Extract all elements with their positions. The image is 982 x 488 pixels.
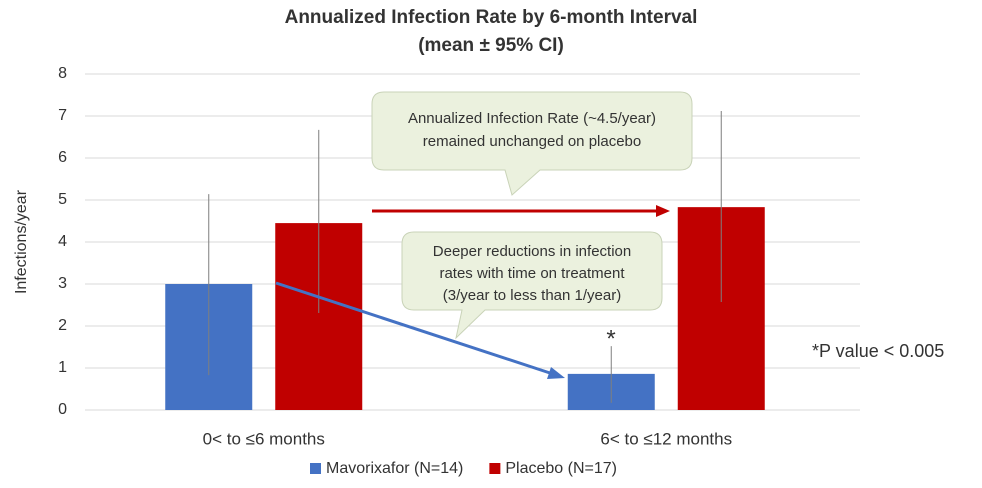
legend-label: Placebo (N=17): [505, 460, 617, 477]
callout: [371, 91, 693, 196]
y-tick-label: 4: [58, 233, 67, 250]
x-tick-label: 0< to ≤6 months: [203, 429, 325, 448]
y-axis-label: Infections/year: [13, 189, 30, 294]
callout: [401, 231, 663, 340]
arrowhead: [656, 205, 670, 217]
chart-title: Annualized Infection Rate by 6-month Int…: [285, 7, 698, 28]
annotation-text: Annualized Infection Rate (~4.5/year): [408, 110, 656, 127]
y-tick-label: 8: [58, 65, 67, 82]
legend-swatch: [310, 463, 321, 474]
y-tick-label: 6: [58, 149, 67, 166]
annotation-text: rates with time on treatment: [439, 265, 625, 282]
y-tick-label: 3: [58, 275, 67, 292]
annotation-text: Deeper reductions in infection: [433, 243, 631, 260]
y-tick-label: 7: [58, 107, 67, 124]
annotation-text: (3/year to less than 1/year): [443, 287, 621, 304]
legend-label: Mavorixafor (N=14): [326, 460, 463, 477]
y-tick-label: 2: [58, 317, 67, 334]
y-tick-label: 1: [58, 359, 67, 376]
arrowhead: [547, 367, 565, 379]
annotation-text: remained unchanged on placebo: [423, 133, 642, 150]
y-tick-label: 0: [58, 401, 67, 418]
y-tick-label: 5: [58, 191, 67, 208]
chart-subtitle: (mean ± 95% CI): [418, 35, 564, 56]
significance-marker: *: [606, 325, 615, 352]
x-tick-label: 6< to ≤12 months: [600, 429, 732, 448]
arrow: [275, 281, 554, 376]
footnote: *P value < 0.005: [812, 341, 944, 361]
legend-swatch: [489, 463, 501, 474]
